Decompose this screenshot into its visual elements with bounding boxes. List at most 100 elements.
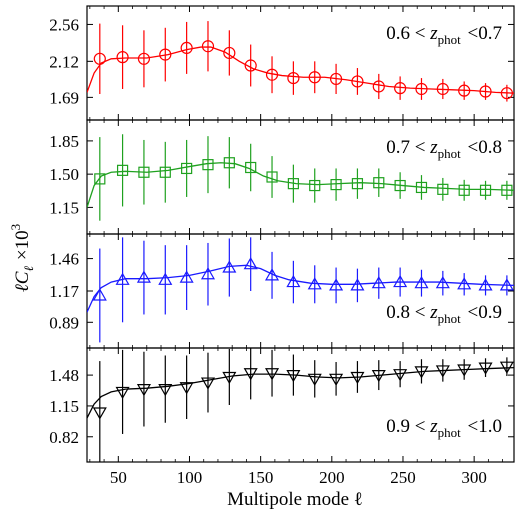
data-point	[116, 164, 129, 176]
data-point	[159, 166, 171, 178]
panel-frame	[86, 5, 515, 121]
data-point	[479, 184, 492, 196]
data-point	[136, 384, 151, 397]
data-point	[351, 178, 364, 190]
panel-frame	[86, 347, 515, 463]
data-point	[458, 184, 470, 196]
data-point	[478, 278, 493, 291]
data-point	[329, 278, 344, 291]
data-point	[373, 177, 385, 189]
data-point	[415, 181, 428, 194]
data-point	[287, 178, 299, 190]
panel-1: 1.69 2.12 2.56 0.6 < zphot <0.7	[49, 5, 515, 121]
data-point	[307, 373, 322, 387]
data-point	[501, 184, 513, 196]
data-point	[350, 371, 365, 385]
model-curve	[87, 46, 514, 94]
data-point	[286, 274, 301, 288]
data-point	[200, 267, 216, 280]
data-point	[458, 84, 471, 97]
data-point	[223, 46, 236, 60]
range-label-var: z	[429, 137, 438, 158]
y-tick-label: 1.17	[49, 282, 79, 301]
y-tick-label: 1.15	[49, 198, 79, 217]
model-curve	[87, 264, 514, 313]
model-curve	[87, 162, 514, 208]
y-tick-label: 2.56	[49, 15, 79, 34]
x-axis-label: Multipole mode ℓ	[227, 489, 363, 510]
panels-layer: 1.692.122.56 0.6 < zphot <0.71.151.501.85…	[49, 5, 515, 487]
data-point	[371, 275, 386, 289]
range-label-sub: phot	[438, 425, 462, 440]
range-label-var: z	[429, 23, 438, 44]
range-label-var: z	[429, 302, 438, 323]
data-point	[93, 52, 106, 65]
y-tick-label: 1.48	[49, 366, 79, 385]
panel-frame	[86, 119, 515, 235]
data-point	[479, 85, 492, 98]
y-tick-label: 0.89	[49, 313, 79, 332]
data-point	[243, 256, 258, 270]
range-label-right: <1.0	[463, 416, 502, 437]
data-point	[287, 71, 300, 85]
data-point	[159, 48, 172, 61]
y-tick-label: 1.50	[49, 165, 79, 184]
range-label-left: 0.6 <	[386, 23, 430, 44]
data-point	[371, 369, 386, 383]
data-point	[350, 278, 365, 291]
data-point	[478, 362, 493, 375]
data-point	[264, 268, 280, 281]
data-point	[200, 377, 216, 390]
range-label-sub: phot	[438, 32, 462, 47]
data-point	[351, 75, 364, 88]
x-tick-label: 250	[390, 468, 416, 487]
data-point	[372, 80, 385, 93]
data-point	[202, 159, 214, 171]
data-point	[435, 275, 450, 289]
data-point	[415, 82, 428, 96]
data-point	[393, 369, 408, 382]
y-axis-label-ell: ℓC	[12, 271, 33, 292]
y-axis-label-times: ×10	[12, 230, 33, 260]
x-tick-label: 300	[461, 468, 487, 487]
y-axis-label-text: ℓCℓ ×103	[8, 224, 36, 292]
data-point	[179, 270, 194, 283]
y-tick-label: 1.46	[49, 250, 79, 269]
y-tick-label: 0.82	[49, 428, 79, 447]
data-point	[436, 82, 449, 96]
data-point	[179, 382, 194, 395]
data-point	[92, 288, 107, 301]
y-axis-label-exponent: 3	[8, 224, 23, 231]
data-point	[266, 171, 278, 183]
y-tick-label: 1.15	[49, 397, 79, 416]
data-point	[244, 59, 257, 72]
model-curve	[87, 366, 514, 419]
data-point	[136, 270, 151, 283]
range-label: 0.6 < zphot <0.7	[386, 23, 502, 47]
data-point	[265, 68, 279, 81]
data-point	[499, 278, 514, 291]
range-label: 0.9 < zphot <1.0	[386, 416, 502, 440]
data-point	[457, 364, 472, 377]
x-tick-label: 200	[319, 468, 345, 487]
data-point	[308, 71, 321, 84]
x-tick-label: 100	[177, 468, 203, 487]
data-point	[393, 274, 408, 288]
panel-2: 1.15 1.50 1.85 0.7 < zphot <0.8	[49, 119, 515, 235]
data-point	[330, 179, 342, 191]
data-point	[158, 272, 173, 285]
data-point	[115, 272, 130, 285]
data-point	[92, 407, 107, 420]
data-point	[435, 365, 450, 378]
data-point	[329, 373, 344, 387]
data-point	[222, 260, 237, 273]
data-point	[437, 183, 449, 195]
data-point	[264, 368, 280, 381]
y-tick-label: 2.12	[49, 52, 79, 71]
data-point	[394, 82, 407, 95]
data-point	[137, 52, 151, 65]
range-label: 0.7 < zphot <0.8	[386, 137, 502, 161]
range-label-var: z	[429, 416, 438, 437]
data-point	[201, 40, 215, 53]
